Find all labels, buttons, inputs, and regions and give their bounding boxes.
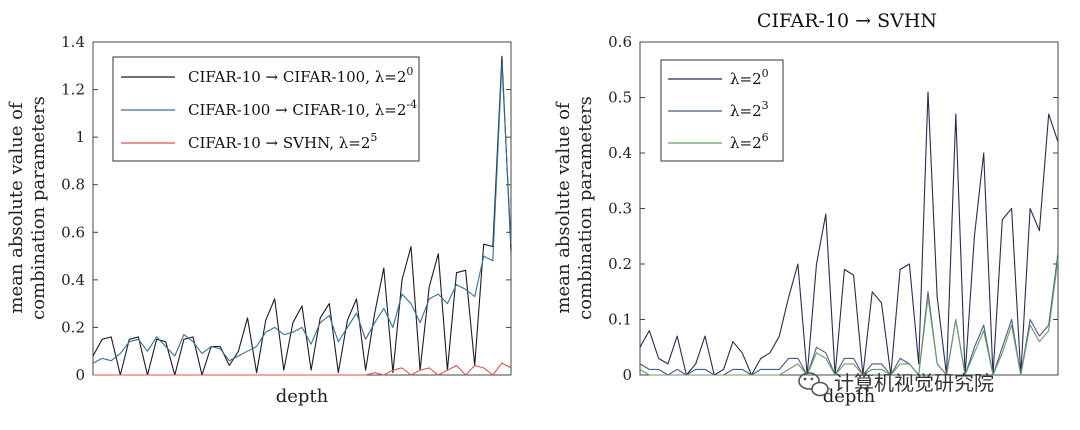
y-tick-label: 0.1 [608,311,632,329]
right-chart-title: CIFAR-10 → SVHN [757,10,937,32]
right-legend-label-2: λ=23 [730,99,769,120]
left-legend-label-1: CIFAR-10 → CIFAR-100, λ=20 [188,65,413,86]
y-tick-label: 0 [622,366,632,384]
y-tick-label: 1 [75,128,85,146]
y-tick-label: 0.8 [61,176,85,194]
right-legend-label-3: λ=26 [730,131,769,152]
y-tick-label: 0.3 [608,200,632,218]
series-line-2 [92,62,512,364]
y-tick-label: 0.6 [61,223,85,241]
y-tick-label: 0.6 [608,33,632,51]
left-chart: 0 0.2 0.4 0.6 0.8 1 1.2 1.4 depth mean absolute… [6,33,512,407]
series-line-1 [92,55,512,376]
y-tick-label: 0.2 [61,318,85,336]
right-y-axis-label-line1: mean absolute value of [553,101,574,314]
watermark: 计算机视觉研究院 [798,371,994,397]
y-tick-label: 0.5 [608,89,632,107]
left-x-axis-label: depth [276,386,329,407]
y-tick-label: 0.4 [608,144,632,162]
right-chart: CIFAR-10 → SVHN 0 0.1 0.2 0.3 0.4 0.5 0.6 dept… [553,10,1059,407]
right-legend: λ=20 λ=23 λ=26 [660,59,784,162]
y-tick-label: 0.4 [61,271,85,289]
left-y-axis-label-line1: mean absolute value of [6,101,27,314]
right-legend-label-1: λ=20 [730,67,769,88]
series-line-1 [639,91,1059,376]
left-legend-label-2: CIFAR-100 → CIFAR-10, λ=2-4 [188,98,417,119]
left-legend-box [112,56,420,162]
right-y-axis-label-line2: combination parameters [575,96,596,320]
right-x-axis-label: depth [823,386,876,407]
series-line-2 [639,252,1059,376]
left-legend: CIFAR-10 → CIFAR-100, λ=20 CIFAR-100 → C… [112,56,420,162]
y-tick-label: 0.2 [608,255,632,273]
left-y-ticks: 0 0.2 0.4 0.6 0.8 1 1.2 1.4 [61,33,511,384]
watermark-text: 计算机视觉研究院 [834,371,994,395]
left-series-lines [92,55,512,376]
y-tick-label: 1.2 [61,81,85,99]
series-line-3 [93,362,512,376]
y-tick-label: 1.4 [61,33,85,51]
y-tick-label: 0 [75,366,85,384]
left-legend-label-3: CIFAR-10 → SVHN, λ=25 [188,131,377,152]
series-line-3 [639,258,1059,376]
right-y-ticks: 0 0.1 0.2 0.3 0.4 0.5 0.6 [608,33,1058,384]
right-series-lines [639,91,1059,376]
left-y-axis-label-line2: combination parameters [28,96,49,320]
wechat-icon [798,372,829,397]
